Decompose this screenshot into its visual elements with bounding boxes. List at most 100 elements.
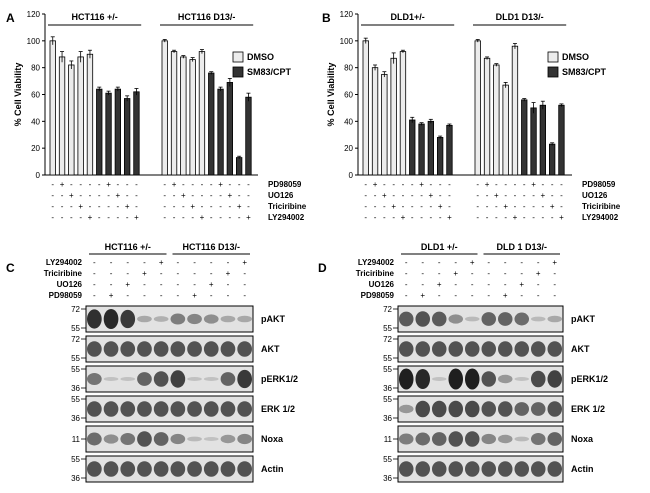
treatment-sign: +	[228, 191, 233, 200]
blot-band	[415, 368, 431, 390]
treatment-sign: -	[182, 180, 185, 189]
blot-treatment-sign: -	[487, 291, 490, 300]
treatment-sign: -	[107, 213, 110, 222]
bar	[105, 92, 112, 176]
blot-treatment-sign: -	[160, 291, 163, 300]
treatment-sign: -	[238, 191, 241, 200]
bar	[409, 119, 416, 176]
blot-treatment-label: Triciribine	[44, 269, 83, 278]
blot-band	[415, 311, 431, 327]
blot-row-label: AKT	[571, 344, 590, 354]
treatment-sign: +	[429, 191, 434, 200]
treatment-sign: -	[364, 191, 367, 200]
blot-treatment-sign: -	[193, 258, 196, 267]
y-tick-label: 40	[31, 117, 40, 126]
treatment-sign: -	[70, 202, 73, 211]
blot-band	[187, 313, 202, 325]
blot-row-label: pAKT	[571, 314, 595, 324]
blot-treatment-sign: -	[405, 280, 408, 289]
mw-marker: 72	[383, 335, 392, 344]
blot-treatment-sign: +	[552, 258, 557, 267]
treatment-sign: -	[523, 180, 526, 189]
blot-row-label: pERK1/2	[571, 374, 608, 384]
legend-label: DMSO	[562, 52, 589, 62]
treatment-sign: -	[247, 202, 250, 211]
blot-band	[203, 341, 219, 357]
treatment-sign: -	[238, 180, 241, 189]
blot-band	[120, 377, 136, 381]
blot-band	[497, 341, 513, 357]
bar	[96, 88, 103, 176]
blot-treatment-sign: -	[520, 291, 523, 300]
blot-group-label: HCT116 +/-	[105, 242, 151, 252]
y-axis-title: % Cell Viability	[326, 63, 336, 127]
blot-row-label: Actin	[571, 464, 594, 474]
blot-band	[514, 312, 530, 326]
blot-treatment-sign: -	[471, 291, 474, 300]
mw-marker: 72	[71, 305, 80, 314]
blot-row-label: pAKT	[261, 314, 285, 324]
mw-marker: 55	[383, 365, 392, 374]
legend-swatch	[547, 66, 559, 78]
treatment-sign: +	[541, 191, 546, 200]
treatment-sign: -	[98, 180, 101, 189]
blot-treatment-sign: +	[503, 291, 508, 300]
bar	[390, 57, 397, 176]
blot-band	[547, 432, 563, 446]
blot-treatment-sign: -	[537, 291, 540, 300]
blot-band	[103, 377, 119, 381]
blot-band	[497, 461, 513, 477]
treatment-sign: -	[560, 191, 563, 200]
blot-band	[137, 401, 152, 417]
blot-band	[431, 432, 447, 446]
blot-treatment-sign: -	[177, 280, 180, 289]
treatment-sign: -	[523, 213, 526, 222]
treatment-sign: -	[504, 213, 507, 222]
treatment-sign: -	[430, 202, 433, 211]
treatment-sign: -	[182, 213, 185, 222]
blot-treatment-sign: -	[227, 280, 230, 289]
blot-row-label: Noxa	[571, 434, 594, 444]
blot-band	[203, 377, 219, 381]
blot-treatment-sign: -	[487, 258, 490, 267]
treatment-sign: -	[402, 202, 405, 211]
y-tick-label: 100	[27, 37, 41, 46]
blot-band	[170, 461, 186, 477]
blot-band	[220, 461, 236, 477]
blot-band	[530, 341, 546, 357]
treatment-sign: +	[401, 213, 406, 222]
treatment-sign: +	[190, 202, 195, 211]
treatment-sign: -	[98, 213, 101, 222]
blot-treatment-sign: -	[193, 269, 196, 278]
treatment-sign: -	[98, 202, 101, 211]
treatment-sign: -	[201, 202, 204, 211]
treatment-sign: +	[116, 191, 121, 200]
blot-band	[464, 400, 480, 418]
mw-marker: 72	[383, 305, 392, 314]
blot-treatment-sign: -	[454, 280, 457, 289]
blot-treatment-sign: +	[192, 291, 197, 300]
blot-treatment-sign: -	[93, 269, 96, 278]
treatment-sign: -	[495, 180, 498, 189]
treatment-sign: -	[107, 202, 110, 211]
treatment-sign: -	[364, 213, 367, 222]
bar	[521, 99, 528, 176]
blot-band	[220, 372, 236, 386]
blot-treatment-sign: -	[504, 269, 507, 278]
treatment-label: PD98059	[268, 180, 302, 189]
treatment-sign: -	[402, 191, 405, 200]
blot-band	[514, 341, 530, 357]
y-tick-label: 60	[31, 91, 40, 100]
treatment-sign: +	[550, 202, 555, 211]
treatment-sign: +	[218, 180, 223, 189]
treatment-sign: -	[79, 213, 82, 222]
treatment-sign: -	[374, 191, 377, 200]
blot-treatment-sign: +	[125, 280, 130, 289]
blot-band	[514, 461, 530, 477]
treatment-sign: +	[125, 202, 130, 211]
mw-marker: 36	[383, 474, 392, 483]
blot-treatment-sign: -	[177, 291, 180, 300]
legend-label: DMSO	[247, 52, 274, 62]
blot-band	[547, 315, 563, 323]
